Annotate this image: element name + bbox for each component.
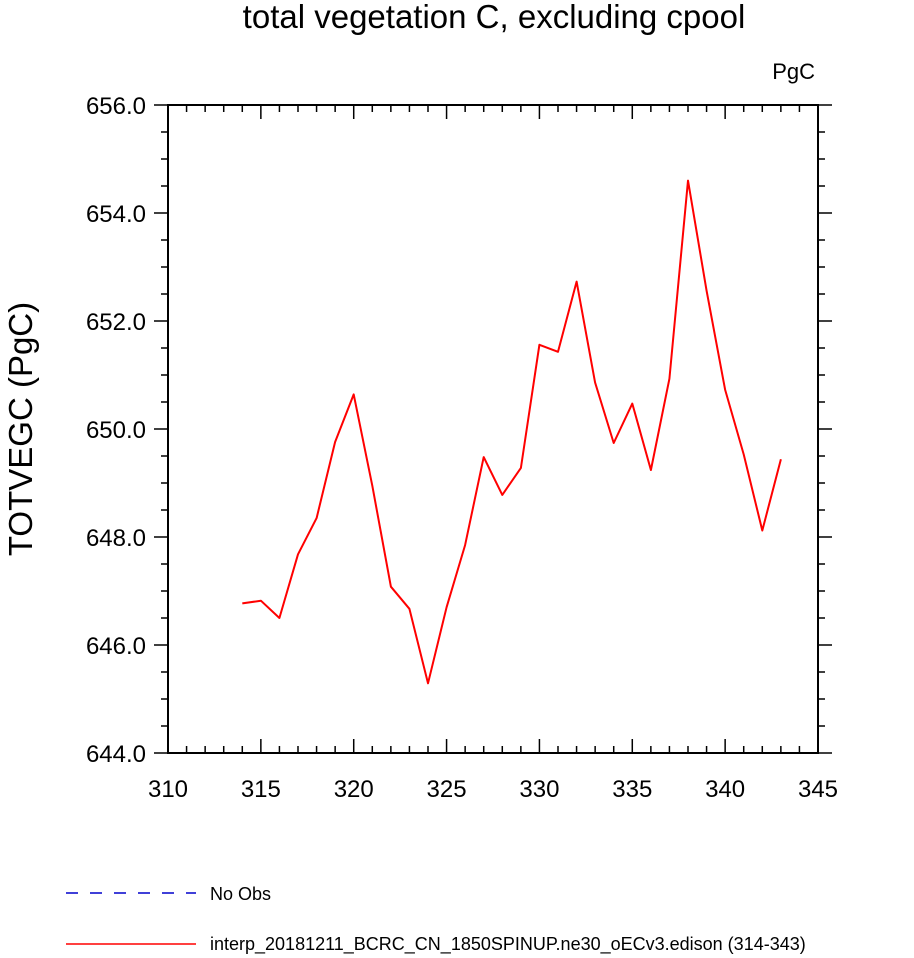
y-tick-label: 648.0	[86, 525, 146, 552]
legend-label-model: interp_20181211_BCRC_CN_1850SPINUP.ne30_…	[210, 934, 806, 955]
y-tick-label: 654.0	[86, 201, 146, 228]
x-tick-label: 320	[334, 776, 374, 803]
y-axis-title: TOTVEGC (PgC)	[2, 302, 39, 556]
x-tick-label: 315	[241, 776, 281, 803]
y-tick-label: 656.0	[86, 93, 146, 120]
x-tick-labels: 310 315 320 325 330 335 340 345	[148, 776, 838, 803]
y-tick-label: 650.0	[86, 417, 146, 444]
x-tick-label: 325	[427, 776, 467, 803]
series-line	[242, 179, 782, 685]
legend: No Obs interp_20181211_BCRC_CN_1850SPINU…	[66, 884, 806, 955]
chart-title: total vegetation C, excluding cpool	[243, 0, 746, 35]
x-tick-label: 340	[705, 776, 745, 803]
y-tick-label: 652.0	[86, 309, 146, 336]
x-tick-label: 330	[519, 776, 559, 803]
y-tick-labels: 644.0 646.0 648.0 650.0 652.0 654.0 656.0	[86, 93, 146, 768]
plot-frame	[167, 104, 819, 754]
x-tick-label: 345	[798, 776, 838, 803]
x-tick-label: 310	[148, 776, 188, 803]
y-tick-label: 646.0	[86, 633, 146, 660]
y-tick-label: 644.0	[86, 741, 146, 768]
tick-marks	[154, 104, 832, 754]
legend-label-no-obs: No Obs	[210, 884, 271, 904]
units-label: PgC	[772, 59, 815, 84]
x-tick-label: 335	[612, 776, 652, 803]
